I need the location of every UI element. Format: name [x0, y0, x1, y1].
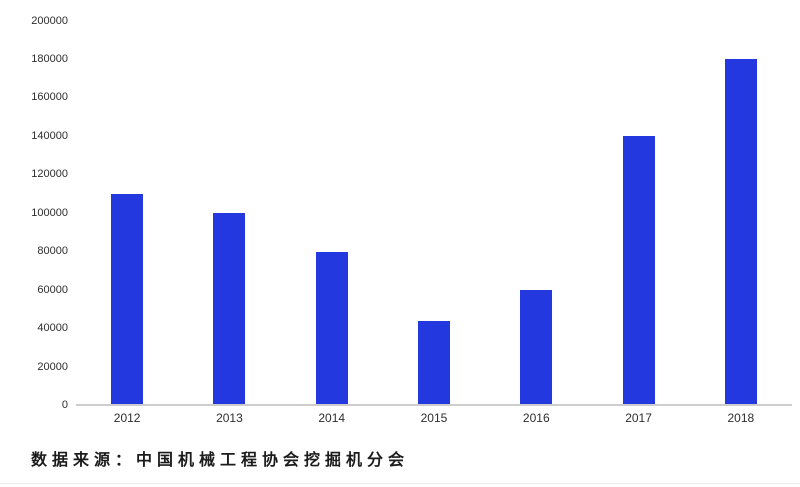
y-tick-label: 0: [61, 399, 68, 411]
bar-2014: [315, 251, 348, 406]
x-tick-label-2015: 2015: [420, 411, 448, 425]
bar-chart: 0 20000 40000 60000 80000 100000 120000 140000 1…: [31, 14, 792, 425]
y-tick-label: 200000: [31, 14, 68, 27]
y-tick-label: 20000: [37, 360, 68, 373]
y-tick-label: 40000: [37, 322, 68, 335]
y-tick-label: 180000: [31, 52, 68, 65]
x-tick-label-2017: 2017: [625, 411, 652, 425]
x-tick-label-2013: 2013: [216, 411, 243, 425]
bar-2016: [520, 290, 553, 406]
bar-2017: [622, 136, 655, 406]
x-tick-label-2012: 2012: [113, 411, 141, 425]
source-note: 数据来源：中国机械工程协会挖掘机分会: [31, 452, 410, 469]
y-tick-label: 160000: [31, 91, 68, 104]
bar-2015: [418, 320, 450, 406]
bar-2012: [111, 194, 144, 406]
bottom-divider-line: [0, 483, 800, 484]
x-axis-line: [76, 404, 792, 406]
x-tick-label-2014: 2014: [318, 411, 346, 425]
y-tick-label: 60000: [37, 283, 68, 296]
bar-2013: [213, 213, 246, 406]
y-tick-label: 120000: [31, 168, 68, 181]
y-tick-label: 80000: [37, 245, 68, 258]
y-tick-label: 100000: [31, 206, 68, 219]
x-tick-label-2018: 2018: [727, 411, 755, 425]
x-tick-label-2016: 2016: [522, 411, 550, 425]
y-tick-label: 140000: [31, 129, 68, 142]
bar-2018: [724, 59, 757, 406]
